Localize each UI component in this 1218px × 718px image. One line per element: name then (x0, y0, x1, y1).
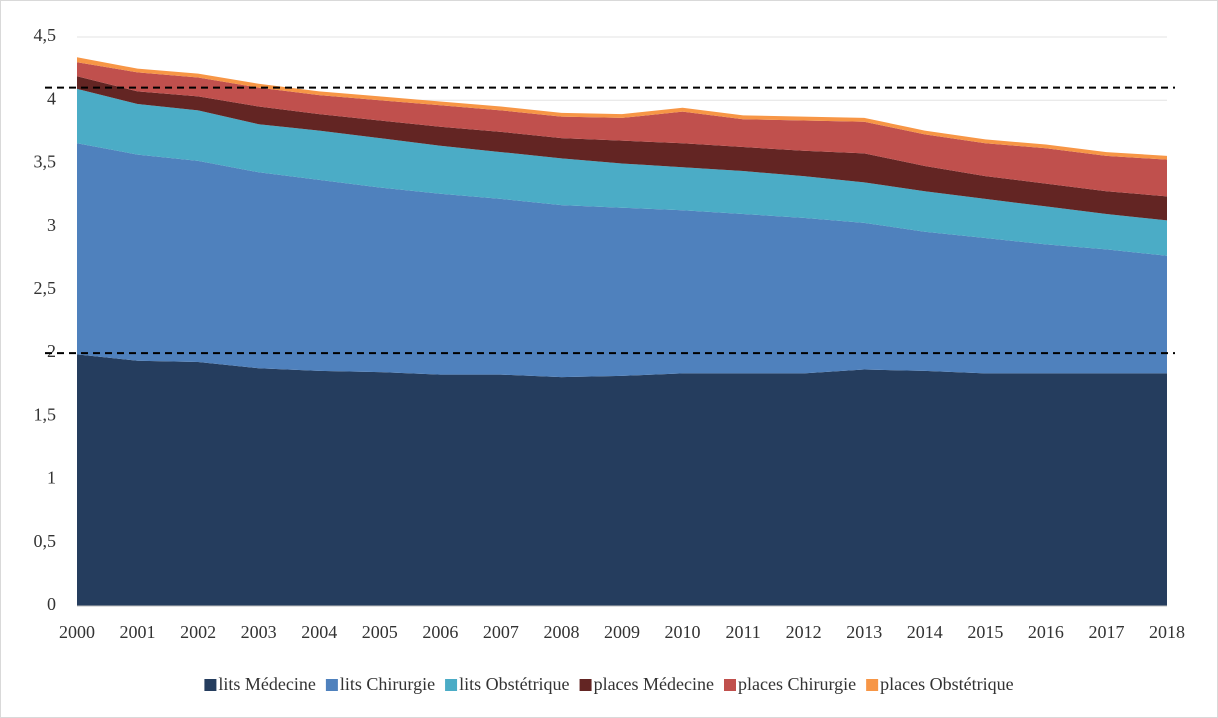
legend-label: places Chirurgie (738, 674, 856, 694)
x-tick-label: 2002 (180, 622, 216, 642)
y-tick-label: 4,5 (34, 25, 57, 45)
legend-label: lits Médecine (218, 674, 315, 694)
y-tick-label: 3,5 (34, 152, 57, 172)
x-tick-label: 2010 (665, 622, 701, 642)
x-tick-label: 2007 (483, 622, 519, 642)
legend-label: places Obstétrique (880, 674, 1013, 694)
legend-swatch (724, 679, 736, 691)
area (77, 143, 1167, 378)
x-tick-label: 2017 (1088, 622, 1124, 642)
legend-label: lits Obstétrique (459, 674, 570, 694)
x-tick-label: 2016 (1028, 622, 1064, 642)
area (77, 88, 1167, 256)
legend-label: places Médecine (594, 674, 714, 694)
legend-swatch (204, 679, 217, 691)
y-tick-label: 2 (47, 341, 56, 361)
legend-label: lits Chirurgie (340, 674, 435, 694)
y-tick-label: 1 (47, 468, 56, 488)
x-tick-label: 2015 (967, 622, 1003, 642)
x-tick-label: 2013 (846, 622, 882, 642)
x-tick-label: 2005 (362, 622, 398, 642)
x-tick-label: 2011 (725, 622, 760, 642)
area (77, 76, 1167, 221)
x-tick-label: 2001 (120, 622, 156, 642)
legend-swatch (325, 679, 338, 691)
area (77, 354, 1167, 606)
y-tick-label: 0 (47, 594, 56, 614)
area (77, 57, 1167, 160)
x-tick-label: 2003 (241, 622, 277, 642)
x-tick-label: 2000 (59, 622, 95, 642)
area (77, 62, 1167, 197)
y-tick-label: 0,5 (34, 531, 57, 551)
x-tick-label: 2009 (604, 622, 640, 642)
legend-swatch (579, 679, 592, 691)
legend-swatch (445, 679, 458, 691)
y-tick-label: 3 (47, 215, 56, 235)
x-tick-label: 2012 (786, 622, 822, 642)
y-tick-label: 1,5 (34, 404, 57, 424)
x-tick-label: 2004 (301, 622, 337, 642)
x-tick-label: 2008 (543, 622, 579, 642)
x-tick-label: 2014 (907, 622, 943, 642)
y-tick-label: 2,5 (34, 278, 57, 298)
y-tick-label: 4 (47, 88, 56, 108)
x-tick-label: 2018 (1149, 622, 1185, 642)
legend-swatch (866, 679, 879, 691)
legend: lits Médecine lits Chirurgie lits Obstétri… (204, 674, 1014, 694)
x-tick-label: 2006 (422, 622, 458, 642)
